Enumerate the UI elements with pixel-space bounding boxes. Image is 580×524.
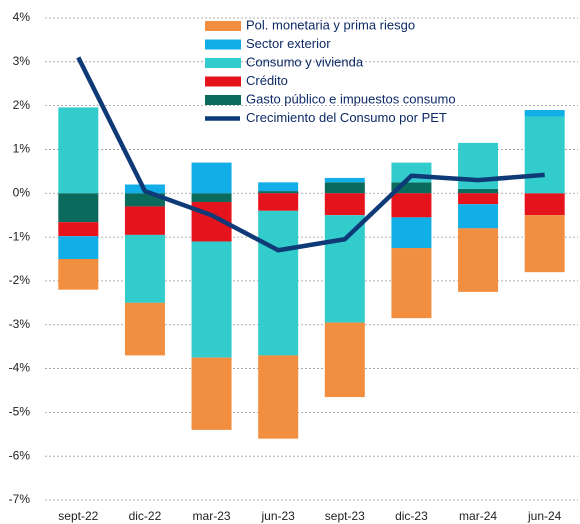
x-tick-label: mar-23: [193, 509, 231, 523]
x-tick-label: sept-22: [58, 509, 98, 523]
y-tick-label: -5%: [9, 405, 31, 419]
y-tick-label: 4%: [13, 10, 31, 24]
bar-segment: [524, 215, 565, 273]
x-tick-label: jun-24: [527, 509, 562, 523]
legend-label: Consumo y vivienda: [246, 54, 364, 69]
x-tick-label: dic-23: [395, 509, 428, 523]
x-tick-label: jun-23: [261, 509, 296, 523]
bar-segment: [391, 182, 432, 194]
bar-segment: [124, 302, 165, 356]
bar-segment: [191, 357, 232, 430]
y-tick-label: -7%: [9, 492, 31, 506]
bar-segment: [58, 222, 99, 237]
bar-segment: [124, 206, 165, 235]
bar-segment: [58, 259, 99, 290]
y-tick-label: 0%: [13, 185, 31, 199]
bar-segment: [191, 162, 232, 194]
bar-segment: [458, 204, 499, 229]
bar-segment: [324, 177, 365, 183]
bar-segment: [191, 193, 232, 203]
bar-segment: [58, 193, 99, 223]
bar-segment: [191, 241, 232, 358]
bar-segment: [524, 116, 565, 194]
legend-swatch: [205, 95, 241, 105]
bar-segment: [324, 215, 365, 323]
y-tick-label: 2%: [13, 98, 31, 112]
legend-swatch: [205, 21, 241, 31]
bar-segment: [524, 193, 565, 216]
bar-segment: [458, 193, 499, 205]
legend-label: Crecimiento del Consumo por PET: [246, 110, 447, 125]
bar-segment: [258, 210, 299, 356]
bar-segment: [258, 182, 299, 192]
x-tick-label: dic-22: [129, 509, 162, 523]
legend-label: Gasto público e impuestos consumo: [246, 91, 456, 106]
y-tick-label: 3%: [13, 54, 31, 68]
bar-segment: [391, 217, 432, 249]
y-tick-label: -4%: [9, 361, 31, 375]
bar-segment: [324, 322, 365, 398]
bar-segment: [324, 193, 365, 216]
bar-segment: [258, 193, 299, 211]
legend-label: Pol. monetaria y prima riesgo: [246, 17, 415, 32]
bar-segment: [258, 191, 299, 194]
legend-label: Crédito: [246, 73, 288, 88]
bar-segment: [58, 107, 99, 194]
x-tick-label: sept-23: [325, 509, 365, 523]
line: [76, 56, 545, 253]
y-tick-label: -2%: [9, 273, 31, 287]
y-tick-label: -1%: [9, 229, 31, 243]
bar-segment: [391, 193, 432, 218]
legend-swatch: [205, 76, 241, 87]
bar-segment: [258, 355, 299, 439]
bar-segment: [524, 110, 565, 117]
bar-segment: [58, 236, 99, 259]
legend-swatch: [205, 39, 241, 50]
bar-segment: [324, 182, 365, 194]
x-tick-label: mar-24: [459, 509, 497, 523]
y-tick-label: -6%: [9, 448, 31, 462]
bar-segment: [124, 234, 165, 303]
bar-segment: [391, 162, 432, 183]
legend-swatch: [205, 58, 241, 68]
legend-label: Sector exterior: [246, 36, 331, 51]
y-tick-label: 1%: [13, 142, 31, 156]
bar-segment: [391, 248, 432, 319]
bar-segment: [458, 188, 499, 194]
y-tick-label: -3%: [9, 317, 31, 331]
bar-segment: [458, 228, 499, 292]
